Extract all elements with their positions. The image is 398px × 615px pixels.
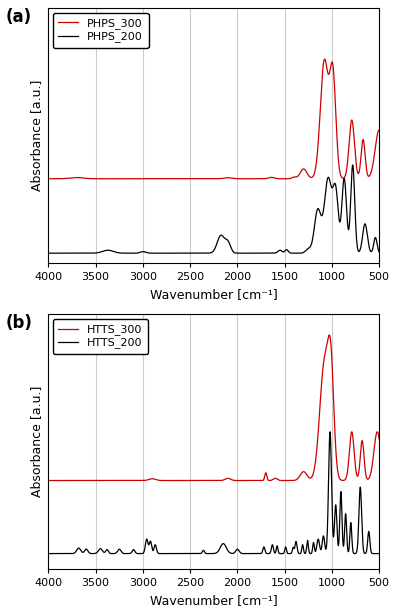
Text: (b): (b): [6, 314, 32, 333]
HTTS_300: [327, 331, 332, 339]
PHPS_200: [350, 161, 355, 169]
HTTS_300: [46, 477, 51, 484]
PHPS_200: [46, 250, 51, 257]
PHPS_300: [377, 126, 382, 133]
HTTS_200: [46, 550, 51, 557]
PHPS_200: [377, 248, 382, 256]
HTTS_300: [367, 474, 371, 482]
Legend: PHPS_300, PHPS_200: PHPS_300, PHPS_200: [53, 13, 148, 48]
HTTS_300: [187, 477, 192, 484]
HTTS_200: [185, 550, 190, 557]
HTTS_200: [377, 550, 382, 557]
PHPS_300: [367, 172, 372, 180]
Line: PHPS_300: PHPS_300: [49, 59, 379, 179]
PHPS_200: [173, 250, 178, 257]
Legend: HTTS_300, HTTS_200: HTTS_300, HTTS_200: [53, 319, 148, 354]
PHPS_300: [46, 175, 51, 183]
HTTS_200: [203, 550, 208, 557]
PHPS_200: [287, 248, 291, 255]
HTTS_200: [367, 529, 371, 536]
PHPS_300: [188, 175, 193, 183]
Text: (a): (a): [6, 9, 31, 26]
Y-axis label: Absorbance [a.u.]: Absorbance [a.u.]: [30, 386, 43, 498]
PHPS_300: [322, 55, 327, 63]
Line: PHPS_200: PHPS_200: [49, 165, 379, 253]
PHPS_300: [129, 175, 133, 183]
HTTS_300: [203, 477, 208, 484]
X-axis label: Wavenumber [cm⁻¹]: Wavenumber [cm⁻¹]: [150, 288, 278, 301]
HTTS_300: [286, 477, 291, 484]
Line: HTTS_300: HTTS_300: [49, 335, 379, 480]
PHPS_200: [203, 250, 208, 257]
HTTS_200: [187, 550, 192, 557]
HTTS_300: [185, 477, 190, 484]
HTTS_200: [286, 550, 291, 557]
PHPS_200: [188, 250, 193, 257]
HTTS_300: [377, 435, 382, 443]
PHPS_300: [350, 120, 355, 127]
X-axis label: Wavenumber [cm⁻¹]: Wavenumber [cm⁻¹]: [150, 593, 278, 606]
Y-axis label: Absorbance [a.u.]: Absorbance [a.u.]: [30, 80, 43, 191]
PHPS_300: [185, 175, 190, 183]
HTTS_200: [350, 545, 355, 552]
Line: HTTS_200: HTTS_200: [49, 432, 379, 554]
PHPS_200: [367, 244, 372, 251]
PHPS_200: [350, 161, 355, 169]
HTTS_300: [350, 431, 355, 438]
PHPS_300: [287, 175, 291, 183]
PHPS_200: [185, 250, 190, 257]
HTTS_200: [328, 428, 332, 435]
PHPS_300: [203, 175, 208, 183]
